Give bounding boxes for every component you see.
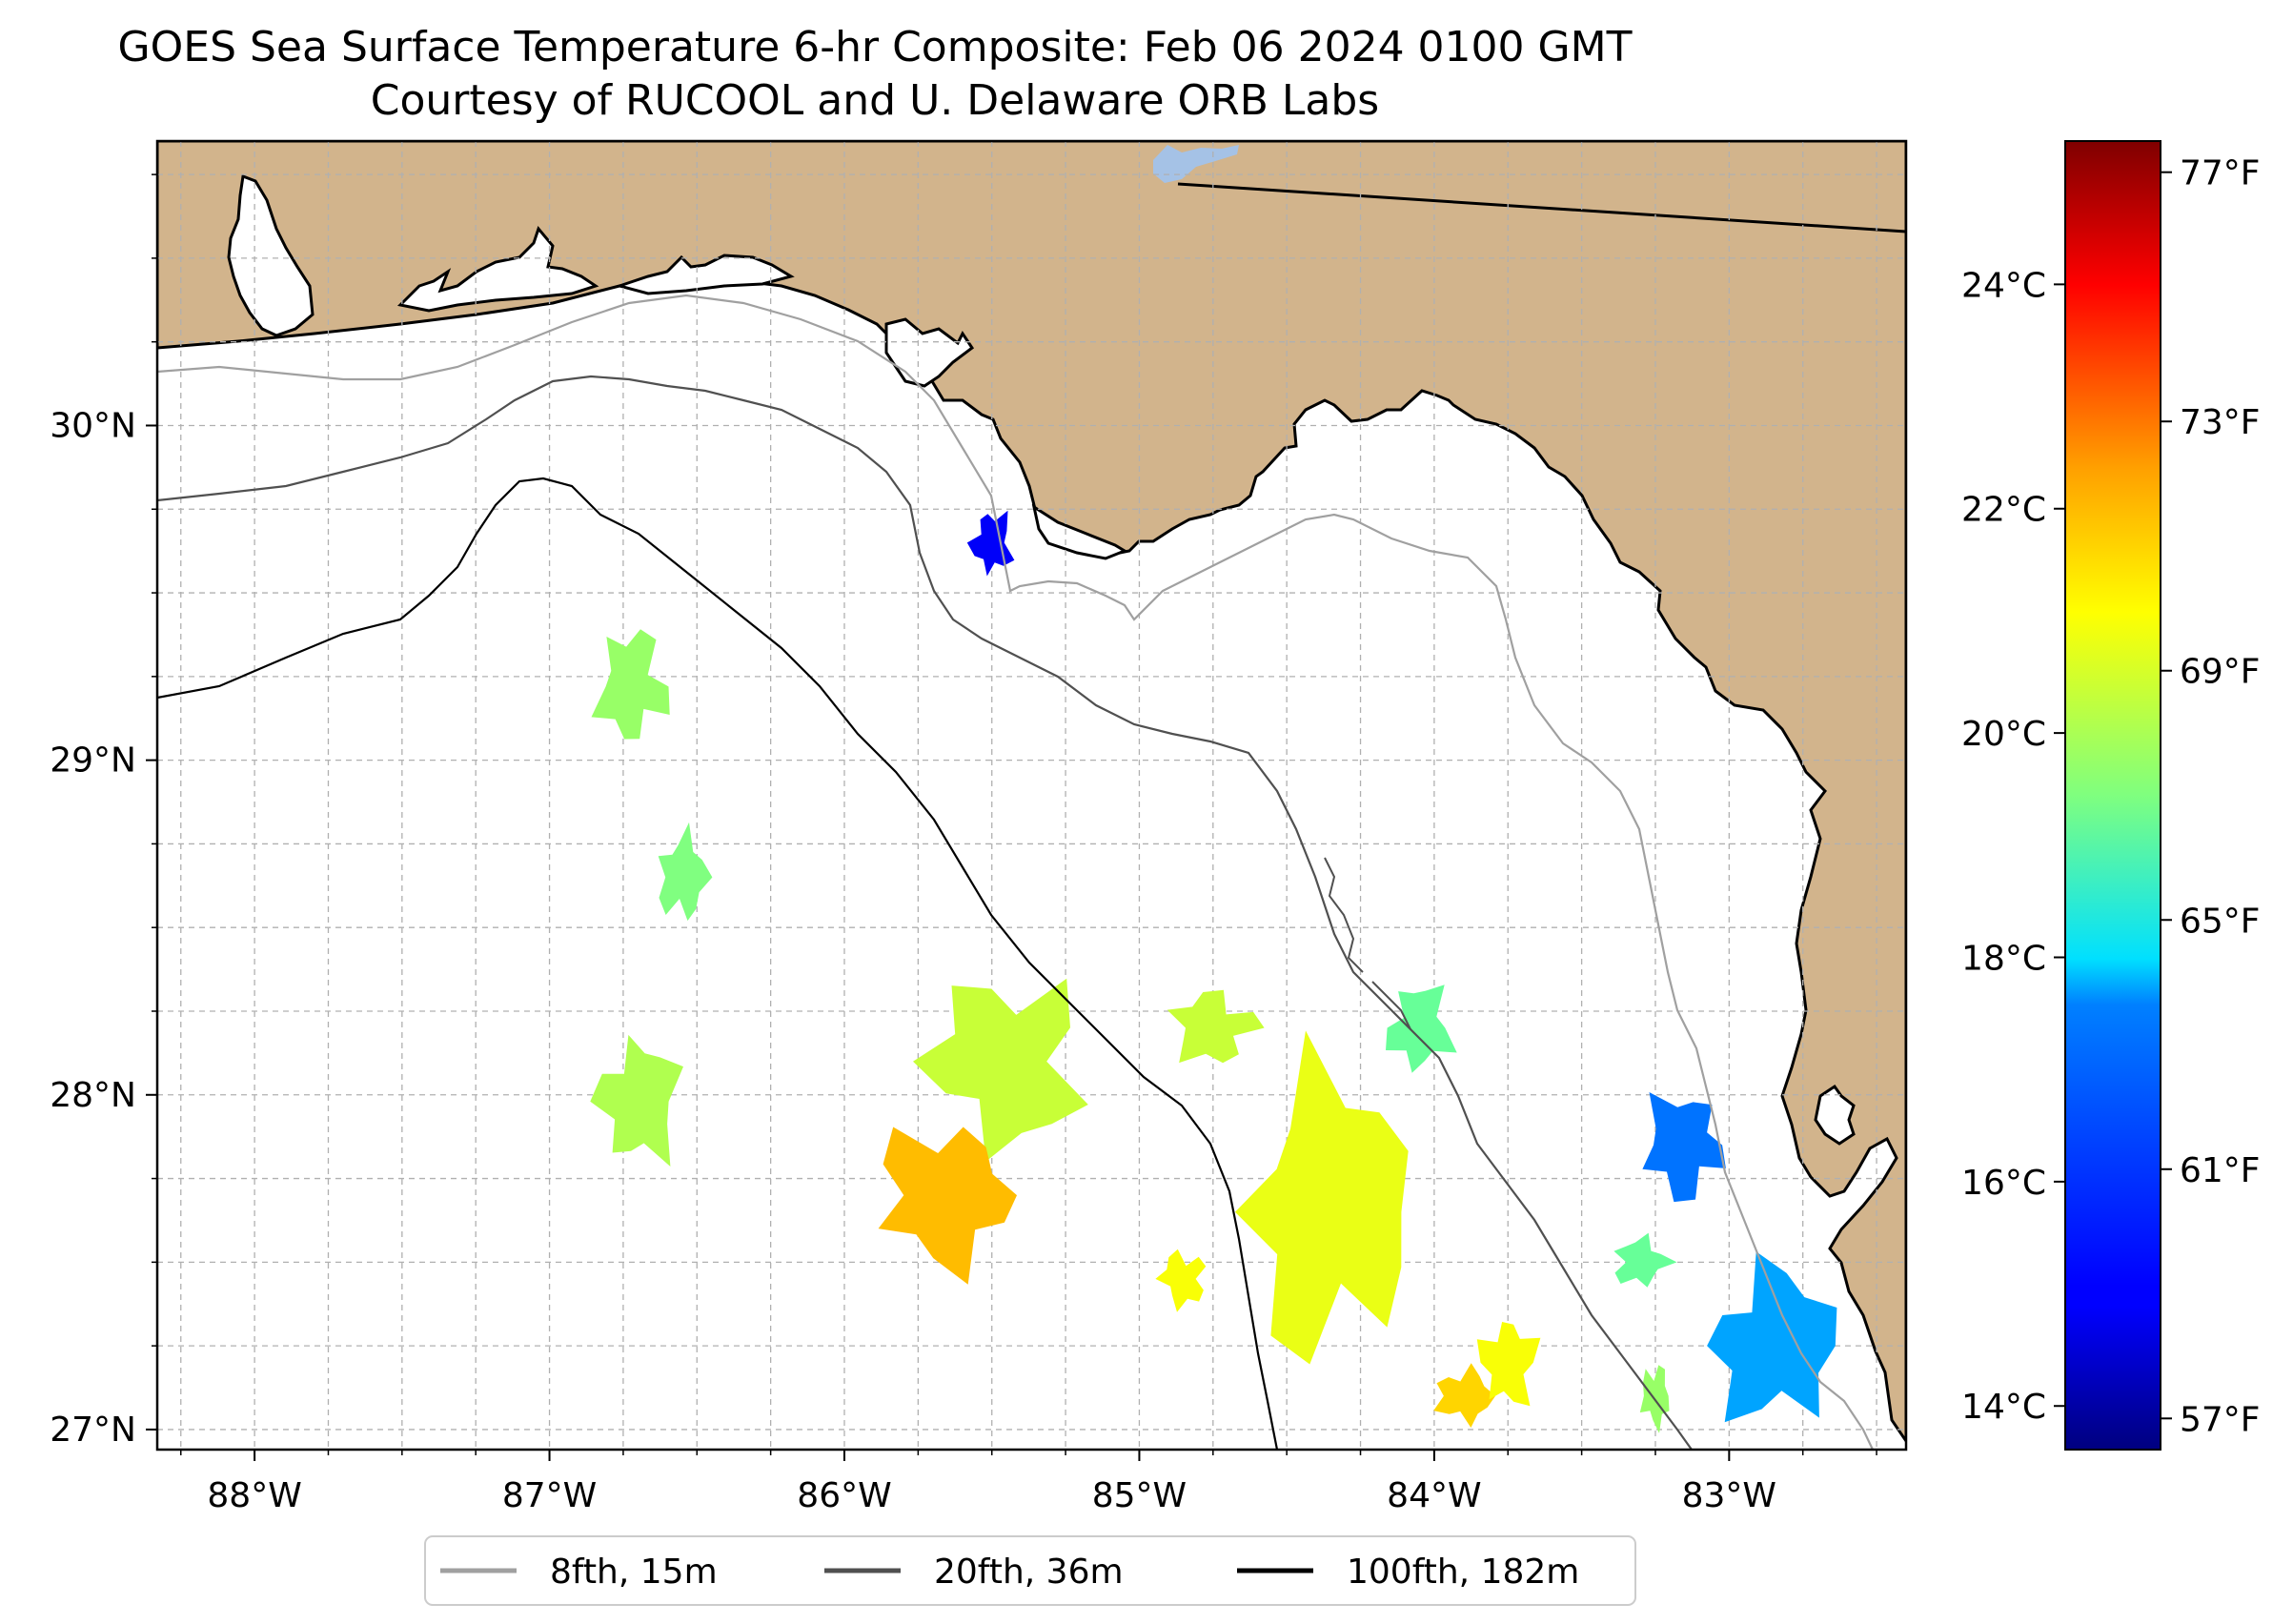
land xyxy=(157,141,1906,1444)
sst-patch xyxy=(1433,1363,1496,1428)
lon-tick-label: 87°W xyxy=(502,1476,597,1515)
lon-tick-label: 84°W xyxy=(1387,1476,1481,1515)
apalachicola-bay xyxy=(1031,503,1128,560)
colorbar-c-label: 18°C xyxy=(1961,939,2046,978)
legend-box xyxy=(424,1535,1636,1606)
st-andrew-bay xyxy=(884,317,975,388)
map-frame xyxy=(155,139,1908,1451)
lon-tick-label: 88°W xyxy=(207,1476,301,1515)
isobath-20fth xyxy=(157,375,1693,1450)
lat-tick-label: 29°N xyxy=(50,741,136,781)
lon-tick-label: 86°W xyxy=(797,1476,891,1515)
legend: 8fth, 15m 20fth, 36m 100fth, 182m xyxy=(424,1535,1636,1606)
colorbar-f-label: 65°F xyxy=(2180,902,2261,941)
sst-patch xyxy=(1613,1232,1677,1288)
legend-label: 20fth, 36m xyxy=(934,1553,1124,1592)
sst-patch xyxy=(591,629,670,740)
lon-tick-label: 85°W xyxy=(1092,1476,1187,1515)
lat-tick-label: 30°N xyxy=(50,406,136,445)
sst-patch xyxy=(1476,1322,1541,1407)
map-title: GOES Sea Surface Temperature 6-hr Compos… xyxy=(117,23,1633,71)
map-subtitle: Courtesy of RUCOOL and U. Delaware ORB L… xyxy=(370,76,1380,125)
sst-patch xyxy=(1235,1030,1409,1365)
colorbar-f-label: 69°F xyxy=(2180,653,2261,692)
sst-patch xyxy=(1155,1248,1207,1312)
isobath-8fth xyxy=(157,294,1874,1450)
colorbar-celsius-axis: 14°C 16°C 18°C 20°C 22°C 24°C xyxy=(1961,266,2065,1427)
pensacola-bay xyxy=(396,225,599,313)
latitude-axis: 27°N 28°N 29°N 30°N xyxy=(50,173,157,1450)
sst-patch xyxy=(913,978,1088,1162)
sst-patch xyxy=(658,822,713,922)
sst-patch xyxy=(878,1127,1017,1285)
colorbar-fahrenheit-axis: 57°F 61°F 65°F 69°F 73°F 77°F xyxy=(2161,154,2261,1439)
tampa-bay xyxy=(1814,1084,1856,1146)
lat-tick-label: 28°N xyxy=(50,1076,136,1115)
sst-patch xyxy=(590,1034,683,1167)
lon-tick-label: 83°W xyxy=(1682,1476,1776,1515)
graticule xyxy=(157,141,1906,1450)
colorbar-f-label: 77°F xyxy=(2180,154,2261,193)
legend-label: 100fth, 182m xyxy=(1347,1553,1579,1592)
colorbar-c-label: 14°C xyxy=(1961,1388,2046,1427)
sst-layer xyxy=(590,510,1837,1433)
lat-tick-label: 27°N xyxy=(50,1411,136,1450)
colorbar-c-label: 22°C xyxy=(1961,491,2046,530)
sst-patch xyxy=(966,510,1015,577)
sst-patch xyxy=(1167,989,1265,1064)
colorbar-c-label: 20°C xyxy=(1961,715,2046,754)
colorbar-f-label: 57°F xyxy=(2180,1400,2261,1439)
state-border xyxy=(1177,182,1906,233)
sst-patch xyxy=(1642,1092,1726,1203)
colorbar-c-label: 24°C xyxy=(1961,266,2046,305)
colorbar xyxy=(2064,140,2161,1451)
sst-patch xyxy=(1707,1251,1837,1423)
legend-label: 8fth, 15m xyxy=(550,1553,718,1592)
isobath-100fth xyxy=(157,477,1279,1450)
sst-patch xyxy=(1386,985,1457,1073)
mobile-bay xyxy=(227,173,315,337)
map-area xyxy=(157,141,1906,1450)
colorbar-f-label: 61°F xyxy=(2180,1151,2261,1190)
choctawhatchee-bay xyxy=(614,254,795,295)
inland-lake xyxy=(1153,145,1239,183)
colorbar-c-label: 16°C xyxy=(1961,1164,2046,1203)
coastal-detail xyxy=(1324,857,1411,1030)
longitude-axis: 88°W 87°W 86°W 85°W 84°W 83°W xyxy=(180,1450,1877,1515)
colorbar-f-label: 73°F xyxy=(2180,403,2261,442)
